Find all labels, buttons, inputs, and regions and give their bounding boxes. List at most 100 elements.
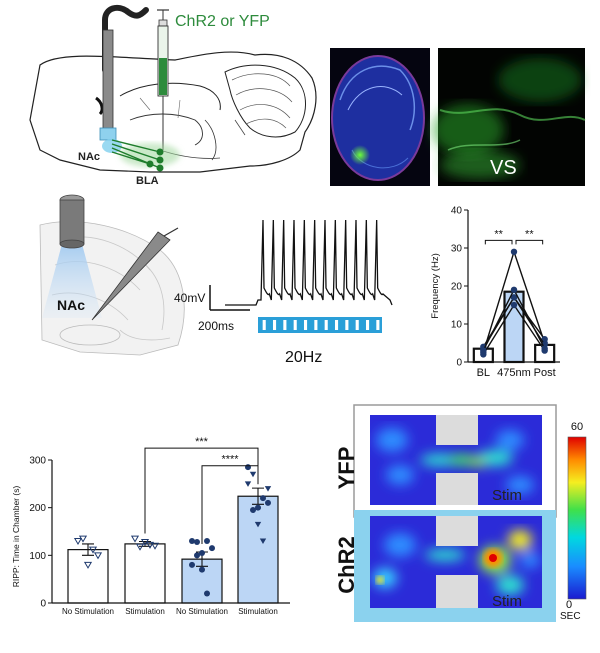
data-point	[150, 542, 160, 550]
data-point	[209, 545, 215, 552]
data-point	[199, 566, 205, 573]
data-point	[265, 499, 271, 506]
coronal-slice-image	[330, 48, 430, 186]
colorbar-min: 0	[566, 599, 572, 611]
frequency-chart: 0 10 20 30 40 Frequency (Hz) BL 475nm Post ** **	[430, 206, 560, 379]
light-pulse-4	[303, 320, 308, 330]
data-point	[88, 546, 98, 554]
frequency-label: 20Hz	[285, 349, 322, 366]
y-tick-label: 40	[451, 206, 463, 217]
light-pulse-7	[334, 320, 339, 330]
data-point	[255, 504, 261, 511]
significance-label: ****	[221, 454, 239, 466]
voltage-scale-label: 40mV	[174, 291, 205, 305]
nac-label: NAc	[78, 151, 100, 163]
stim-label-yfp: Stim	[492, 487, 522, 504]
chr2-heatmap	[370, 516, 542, 608]
light-pulse-9	[355, 320, 359, 330]
chr2-label: ChR2	[334, 536, 359, 593]
data-point	[189, 538, 195, 545]
light-pulse-5	[314, 320, 318, 330]
colorbar-unit: SEC	[560, 611, 581, 622]
subject-point	[510, 286, 518, 293]
data-point	[78, 535, 88, 543]
x-tick-label: Stimulation	[125, 607, 165, 616]
x-tick-label: No Stimulation	[176, 607, 228, 616]
vs-label: VS	[490, 157, 517, 179]
data-point	[245, 464, 251, 471]
data-point	[204, 590, 210, 597]
light-pulse-1	[272, 320, 277, 330]
light-stimulus-bar	[258, 317, 382, 333]
ephys-trace	[209, 219, 393, 333]
colorbar-max: 60	[571, 421, 583, 433]
data-point	[244, 481, 252, 487]
ripp-chart: 0 100 200 300 RIPP: Time in Chamber (s) No St…	[11, 436, 290, 616]
light-pulse-2	[283, 320, 287, 330]
light-pulse-6	[324, 320, 328, 330]
data-point	[249, 471, 257, 478]
data-point	[83, 561, 93, 569]
bar-1	[124, 543, 166, 604]
data-point	[259, 538, 267, 545]
data-point	[204, 538, 210, 545]
significance-label: **	[525, 228, 534, 240]
data-point	[93, 552, 103, 560]
yfp-label: YFP	[334, 447, 359, 490]
data-point	[250, 507, 256, 514]
y-tick-label: 200	[29, 503, 46, 514]
significance-bracket-1	[201, 465, 259, 544]
y-tick-label: 100	[29, 551, 46, 562]
y-axis-label: Frequency (Hz)	[430, 253, 441, 318]
bar-3	[237, 495, 279, 604]
vs-fluorescence-image	[432, 48, 586, 186]
data-point	[130, 535, 140, 543]
significance-label: **	[494, 228, 503, 240]
bar-0	[67, 549, 109, 604]
subject-point	[510, 294, 518, 301]
significance-label: ***	[195, 436, 209, 448]
significance-bracket-1	[515, 239, 544, 245]
light-pulse-10	[365, 320, 370, 330]
time-scale-label: 200ms	[198, 319, 234, 333]
y-axis-label: RIPP: Time in Chamber (s)	[11, 486, 21, 588]
y-tick-label: 10	[451, 320, 463, 331]
x-tick-label: No Stimulation	[62, 607, 114, 616]
x-tick-label: 475nm	[497, 367, 531, 379]
error-bar-3	[252, 487, 264, 505]
x-tick-label: Stimulation	[238, 607, 278, 616]
colorbar	[567, 436, 587, 600]
heatmap-panel	[353, 404, 587, 622]
stim-label-chr2: Stim	[492, 593, 522, 610]
subject-point	[510, 248, 518, 255]
membrane-potential-trace	[225, 219, 393, 306]
data-point	[73, 538, 83, 546]
error-bar-0	[82, 543, 94, 556]
subject-point	[541, 345, 548, 352]
significance-bracket-0	[484, 239, 513, 245]
light-pulse-11	[376, 320, 380, 330]
nac-label-coronal: NAc	[57, 297, 85, 313]
coronal-schematic	[39, 194, 185, 356]
data-point	[145, 541, 155, 549]
light-pulse-8	[345, 320, 349, 330]
data-point	[264, 486, 272, 492]
data-point	[254, 521, 262, 528]
y-tick-label: 30	[451, 244, 463, 255]
bla-label: BLA	[136, 175, 159, 187]
data-point	[199, 549, 205, 556]
y-tick-label: 20	[451, 282, 463, 293]
data-point	[135, 543, 145, 551]
light-pulse-0	[262, 320, 266, 330]
y-tick-label: 300	[29, 456, 46, 467]
y-tick-label: 0	[40, 599, 46, 610]
data-point	[189, 561, 195, 568]
y-tick-label: 0	[456, 358, 462, 369]
subject-point	[510, 301, 518, 309]
data-point	[194, 552, 200, 559]
x-tick-label: Post	[534, 367, 556, 379]
virus-label: ChR2 or YFP	[175, 13, 270, 30]
light-pulse-3	[293, 320, 297, 330]
rat-brain-schematic	[29, 4, 317, 173]
